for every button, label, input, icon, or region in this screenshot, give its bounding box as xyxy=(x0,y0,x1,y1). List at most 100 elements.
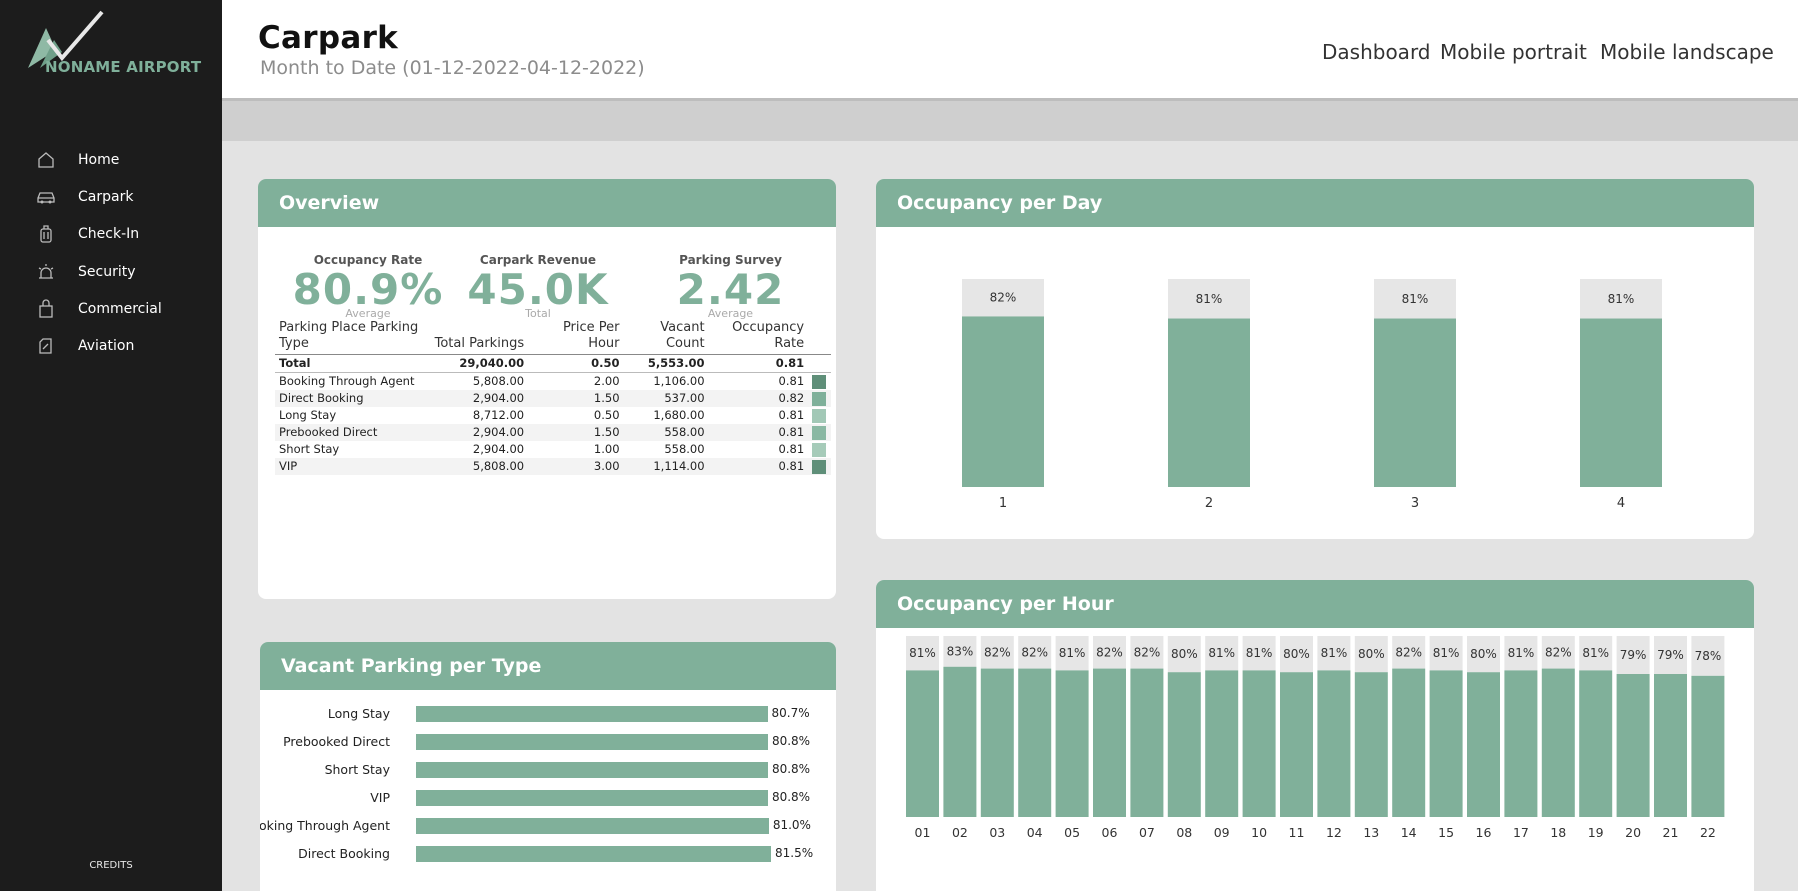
bar[interactable] xyxy=(1168,318,1250,487)
dashboard-link[interactable]: Dashboard xyxy=(1322,40,1431,64)
bar[interactable] xyxy=(1317,670,1351,817)
sidebar-item-carpark[interactable]: Carpark xyxy=(36,185,133,209)
bar-remainder[interactable] xyxy=(906,636,939,671)
bar[interactable] xyxy=(1354,672,1388,817)
bar-remainder[interactable] xyxy=(1205,636,1239,671)
logo[interactable]: NONAME AIRPORT xyxy=(28,10,201,80)
mobile-portrait-link[interactable]: Mobile portrait xyxy=(1440,40,1587,64)
credits-link[interactable]: CREDITS xyxy=(89,860,133,871)
sidebar-item-commercial[interactable]: Commercial xyxy=(36,297,162,321)
mobile-landscape-link[interactable]: Mobile landscape xyxy=(1600,40,1774,64)
bar[interactable] xyxy=(416,790,768,806)
bar[interactable] xyxy=(1018,668,1052,817)
bar[interactable] xyxy=(1616,674,1650,817)
bar-row[interactable]: Direct Booking 81.5% xyxy=(260,844,820,864)
table-row[interactable]: VIP 5,808.00 3.00 1,114.00 0.81 xyxy=(275,458,831,475)
bar-remainder[interactable] xyxy=(1467,636,1500,673)
sidebar: NONAME AIRPORT Home Carpark Check-In Sec… xyxy=(0,0,222,891)
bar-remainder[interactable] xyxy=(1317,636,1351,671)
bar[interactable] xyxy=(1580,318,1662,487)
bar[interactable] xyxy=(943,666,977,817)
bar-remainder[interactable] xyxy=(1168,279,1250,319)
header-subbar xyxy=(222,101,1798,141)
bar-remainder[interactable] xyxy=(1392,636,1426,669)
bar-value-label: 81.0% xyxy=(772,818,811,832)
bar-category-label: VIP xyxy=(370,790,390,805)
bar[interactable] xyxy=(1205,670,1239,817)
bar[interactable] xyxy=(1093,668,1126,817)
bar[interactable] xyxy=(1654,674,1687,817)
bar[interactable] xyxy=(1055,670,1089,817)
sidebar-item-aviation[interactable]: Aviation xyxy=(36,334,134,358)
sidebar-item-security[interactable]: Security xyxy=(36,260,136,284)
bar[interactable] xyxy=(416,846,771,862)
table-row[interactable]: Long Stay 8,712.00 0.50 1,680.00 0.81 xyxy=(275,407,831,424)
column-header[interactable]: Total Parkings xyxy=(430,320,529,355)
bar[interactable] xyxy=(1392,668,1426,817)
bar[interactable] xyxy=(1541,668,1575,817)
occupancy-per-hour-chart: 81% 01 83% 02 82% 03 82% 04 81% 05 82% 06 82% 07 80% 08… xyxy=(906,636,1725,840)
column-header[interactable]: Occupancy Rate xyxy=(708,320,809,355)
table-cell: 8,712.00 xyxy=(472,408,525,422)
bar[interactable] xyxy=(962,316,1044,487)
bar[interactable] xyxy=(1280,672,1313,817)
column-header[interactable]: Vacant Count xyxy=(623,320,709,355)
column-header[interactable]: Price Per Hour xyxy=(528,320,624,355)
bar[interactable] xyxy=(980,668,1014,817)
bar-remainder[interactable] xyxy=(1691,636,1725,676)
table-row[interactable]: Short Stay 2,904.00 1.00 558.00 0.81 xyxy=(275,441,831,458)
table-cell: 1,106.00 xyxy=(653,374,705,388)
bar[interactable] xyxy=(1130,668,1164,817)
bar-row[interactable]: Short Stay 80.8% xyxy=(260,760,820,780)
bar-remainder[interactable] xyxy=(1541,636,1575,669)
bar[interactable] xyxy=(1467,672,1500,817)
bar-remainder[interactable] xyxy=(1018,636,1052,669)
bar[interactable] xyxy=(1691,675,1725,817)
bar-remainder[interactable] xyxy=(962,279,1044,317)
bar-remainder[interactable] xyxy=(1654,636,1687,675)
bar-row[interactable]: Prebooked Direct 80.8% xyxy=(260,732,820,752)
table-row[interactable]: Booking Through Agent 5,808.00 2.00 1,106.0… xyxy=(275,373,831,391)
bar[interactable] xyxy=(1504,670,1538,817)
bar-row[interactable]: Booking Through Agent 81.0% xyxy=(260,816,820,836)
bar-remainder[interactable] xyxy=(1354,636,1388,673)
bar-row[interactable]: VIP 80.8% xyxy=(260,788,820,808)
bar-row[interactable]: Long Stay 80.7% xyxy=(260,704,820,724)
bar[interactable] xyxy=(416,734,768,750)
bar-remainder[interactable] xyxy=(943,636,977,667)
bar-remainder[interactable] xyxy=(1429,636,1463,671)
x-tick-label: 21 xyxy=(1663,825,1679,840)
bar-remainder[interactable] xyxy=(1055,636,1089,671)
bar[interactable] xyxy=(1374,318,1456,487)
sidebar-item-home[interactable]: Home xyxy=(36,148,119,172)
bar[interactable] xyxy=(1429,670,1463,817)
bar-remainder[interactable] xyxy=(1130,636,1164,669)
table-row[interactable]: Direct Booking 2,904.00 1.50 537.00 0.82 xyxy=(275,390,831,407)
bar-remainder[interactable] xyxy=(1579,636,1613,671)
sidebar-item-check-in[interactable]: Check-In xyxy=(36,222,139,246)
bar-remainder[interactable] xyxy=(1374,279,1456,319)
bar-remainder[interactable] xyxy=(1242,636,1276,671)
table-row[interactable]: Prebooked Direct 2,904.00 1.50 558.00 0.81 xyxy=(275,424,831,441)
bar[interactable] xyxy=(1167,672,1201,817)
bar-remainder[interactable] xyxy=(1280,636,1313,673)
bar-value-label: 80% xyxy=(1283,647,1310,661)
bar-remainder[interactable] xyxy=(1167,636,1201,673)
column-header[interactable]: Parking Place Parking Type xyxy=(275,320,431,355)
bar-remainder[interactable] xyxy=(1616,636,1650,675)
table-cell: Short Stay xyxy=(279,442,340,456)
sidebar-item-label: Aviation xyxy=(78,338,135,354)
bar-remainder[interactable] xyxy=(1093,636,1126,669)
x-tick-label: 04 xyxy=(1027,825,1043,840)
bar-remainder[interactable] xyxy=(1504,636,1538,671)
bar-remainder[interactable] xyxy=(1580,279,1662,319)
bar[interactable] xyxy=(1579,670,1613,817)
bar-remainder[interactable] xyxy=(980,636,1014,669)
bar[interactable] xyxy=(416,818,769,834)
bar[interactable] xyxy=(416,762,768,778)
bar[interactable] xyxy=(416,706,768,722)
bar[interactable] xyxy=(1242,670,1276,817)
bar-value-label: 82% xyxy=(984,645,1011,659)
bar[interactable] xyxy=(906,670,939,817)
x-tick-label: 14 xyxy=(1401,825,1417,840)
